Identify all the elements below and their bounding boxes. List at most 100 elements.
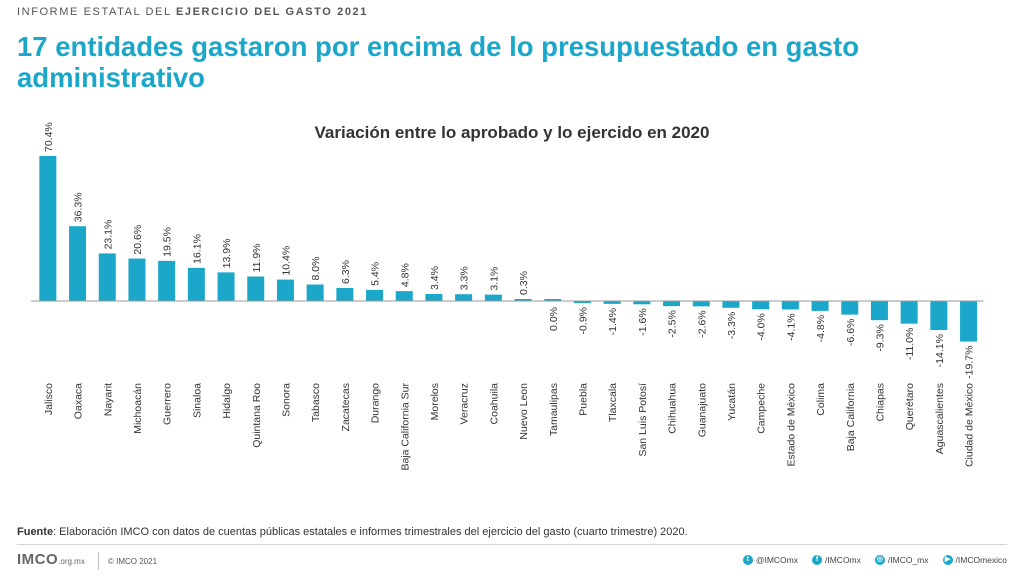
category-label-nuevo-leon: Nuevo Leon	[518, 383, 530, 440]
value-label-michoacan: 20.6%	[132, 225, 144, 255]
bar-campeche	[752, 301, 770, 310]
category-label-group: Jalisco Oaxaca Nayarit Michoacán Guerrero Sin…	[43, 383, 976, 471]
twitter-icon: t	[742, 555, 753, 565]
category-label-baja-california: Baja California	[845, 383, 857, 451]
value-label-nayarit: 23.1%	[102, 220, 114, 250]
logo-suffix: .org.mx	[58, 557, 85, 566]
bar-yucatan	[722, 301, 740, 308]
value-label-puebla: -0.9%	[577, 307, 589, 334]
value-label-veracruz: 3.3%	[459, 266, 471, 290]
category-label-nayarit: Nayarit	[102, 383, 114, 416]
bar-ciudad-de-mexico	[960, 301, 978, 342]
category-label-zacatecas: Zacatecas	[340, 383, 352, 431]
bar-durango	[366, 289, 384, 301]
chart-title: Variación entre lo aprobado y lo ejercid…	[314, 123, 710, 142]
value-label-zacatecas: 6.3%	[340, 260, 352, 284]
bar-guerrero	[158, 260, 176, 301]
twitter-handle: @IMCOmx	[755, 555, 798, 565]
youtube-icon: ▶	[942, 555, 953, 565]
category-label-michoacan: Michoacán	[132, 383, 144, 434]
bar-guanajuato	[692, 301, 710, 307]
bar-hidalgo	[217, 272, 235, 301]
bar-estado-de-mexico	[781, 301, 799, 310]
source-label: Fuente	[17, 526, 54, 538]
instagram-handle: /IMCO_mx	[887, 555, 929, 565]
category-label-guanajuato: Guanajuato	[696, 383, 708, 437]
value-label-baja-california-sur: 4.8%	[399, 263, 411, 287]
source-text: : Elaboración IMCO con datos de cuentas …	[53, 526, 688, 538]
category-label-san-luis-potosi: San Luis Potosí	[637, 383, 649, 457]
category-label-queretaro: Querétaro	[904, 383, 916, 430]
bar-colima	[811, 301, 829, 311]
value-label-estado-de-mexico: -4.1%	[785, 313, 797, 340]
kicker-prefix: INFORME ESTATAL DEL	[17, 6, 176, 18]
category-label-puebla: Puebla	[577, 383, 589, 416]
value-label-guerrero: 19.5%	[162, 227, 174, 257]
social-facebook[interactable]: f/IMCOmx	[812, 555, 861, 565]
category-label-quintana-roo: Quintana Roo	[251, 383, 263, 448]
kicker-bold: EJERCICIO DEL GASTO 2021	[175, 6, 368, 18]
facebook-handle: /IMCOmx	[825, 555, 861, 565]
bar-baja-california	[841, 301, 859, 315]
bar-aguascalientes	[930, 301, 948, 331]
bar-group	[39, 156, 978, 342]
value-label-coahuila: 3.1%	[488, 267, 500, 291]
value-label-ciudad-de-mexico: -19.7%	[964, 346, 976, 379]
category-label-jalisco: Jalisco	[43, 383, 55, 415]
social-twitter[interactable]: t @IMCOmx	[742, 555, 798, 565]
category-label-oaxaca: Oaxaca	[73, 383, 85, 419]
bar-chihuahua	[663, 301, 681, 307]
category-label-veracruz: Veracruz	[459, 383, 471, 424]
category-label-tlaxcala: Tlaxcala	[607, 383, 619, 422]
value-label-queretaro: -11.0%	[904, 328, 916, 361]
category-label-hidalgo: Hidalgo	[221, 383, 233, 419]
bar-sinaloa	[187, 267, 205, 301]
bar-tlaxcala	[603, 301, 621, 304]
headline: 17 entidades gastaron por encima de lo p…	[17, 31, 860, 93]
social-youtube[interactable]: ▶/IMCOmexico	[942, 555, 1007, 565]
bar-baja-california-sur	[395, 291, 413, 301]
value-label-sinaloa: 16.1%	[191, 234, 203, 264]
bar-san-luis-potosi	[633, 301, 651, 305]
source-note: Fuente: Elaboración IMCO con datos de cu…	[17, 526, 688, 538]
footer-separator	[98, 552, 99, 570]
value-label-tamaulipas: 0.0%	[548, 307, 560, 331]
bar-quintana-roo	[247, 276, 265, 301]
bar-sonora	[276, 279, 294, 301]
category-label-colima: Colima	[815, 383, 827, 416]
instagram-icon: ◎	[874, 555, 885, 565]
value-label-nuevo-leon: 0.3%	[518, 271, 530, 295]
footer-divider	[17, 544, 1007, 545]
bar-veracruz	[455, 294, 473, 301]
value-label-chihuahua: -2.5%	[667, 310, 679, 337]
bar-jalisco	[39, 156, 57, 301]
category-label-coahuila: Coahuila	[488, 383, 500, 425]
value-label-aguascalientes: -14.1%	[934, 334, 946, 367]
value-label-oaxaca: 36.3%	[73, 192, 85, 222]
category-label-guerrero: Guerrero	[162, 383, 174, 425]
value-label-chiapas: -9.3%	[874, 324, 886, 351]
value-label-colima: -4.8%	[815, 315, 827, 342]
bar-tamaulipas	[544, 299, 562, 301]
category-label-campeche: Campeche	[756, 383, 768, 434]
bar-chiapas	[870, 301, 888, 321]
value-label-yucatan: -3.3%	[726, 312, 738, 339]
category-label-chihuahua: Chihuahua	[667, 383, 679, 434]
bar-oaxaca	[69, 226, 87, 301]
bar-zacatecas	[336, 288, 354, 301]
value-label-campeche: -4.0%	[756, 313, 768, 340]
value-label-quintana-roo: 11.9%	[251, 243, 263, 272]
social-instagram[interactable]: ◎/IMCO_mx	[874, 555, 929, 565]
bar-coahuila	[484, 294, 502, 301]
category-label-ciudad-de-mexico: Ciudad de México	[964, 383, 976, 467]
category-label-sonora: Sonora	[280, 383, 292, 417]
category-label-baja-california-sur: Baja California Sur	[399, 383, 411, 471]
bar-puebla	[573, 301, 591, 303]
category-label-estado-de-mexico: Estado de México	[785, 383, 797, 467]
youtube-handle: /IMCOmexico	[955, 555, 1007, 565]
facebook-icon: f	[812, 555, 822, 565]
bar-michoacan	[128, 258, 146, 301]
value-label-morelos: 3.4%	[429, 266, 441, 290]
category-label-tamaulipas: Tamaulipas	[548, 383, 560, 436]
value-label-hidalgo: 13.9%	[221, 239, 233, 269]
